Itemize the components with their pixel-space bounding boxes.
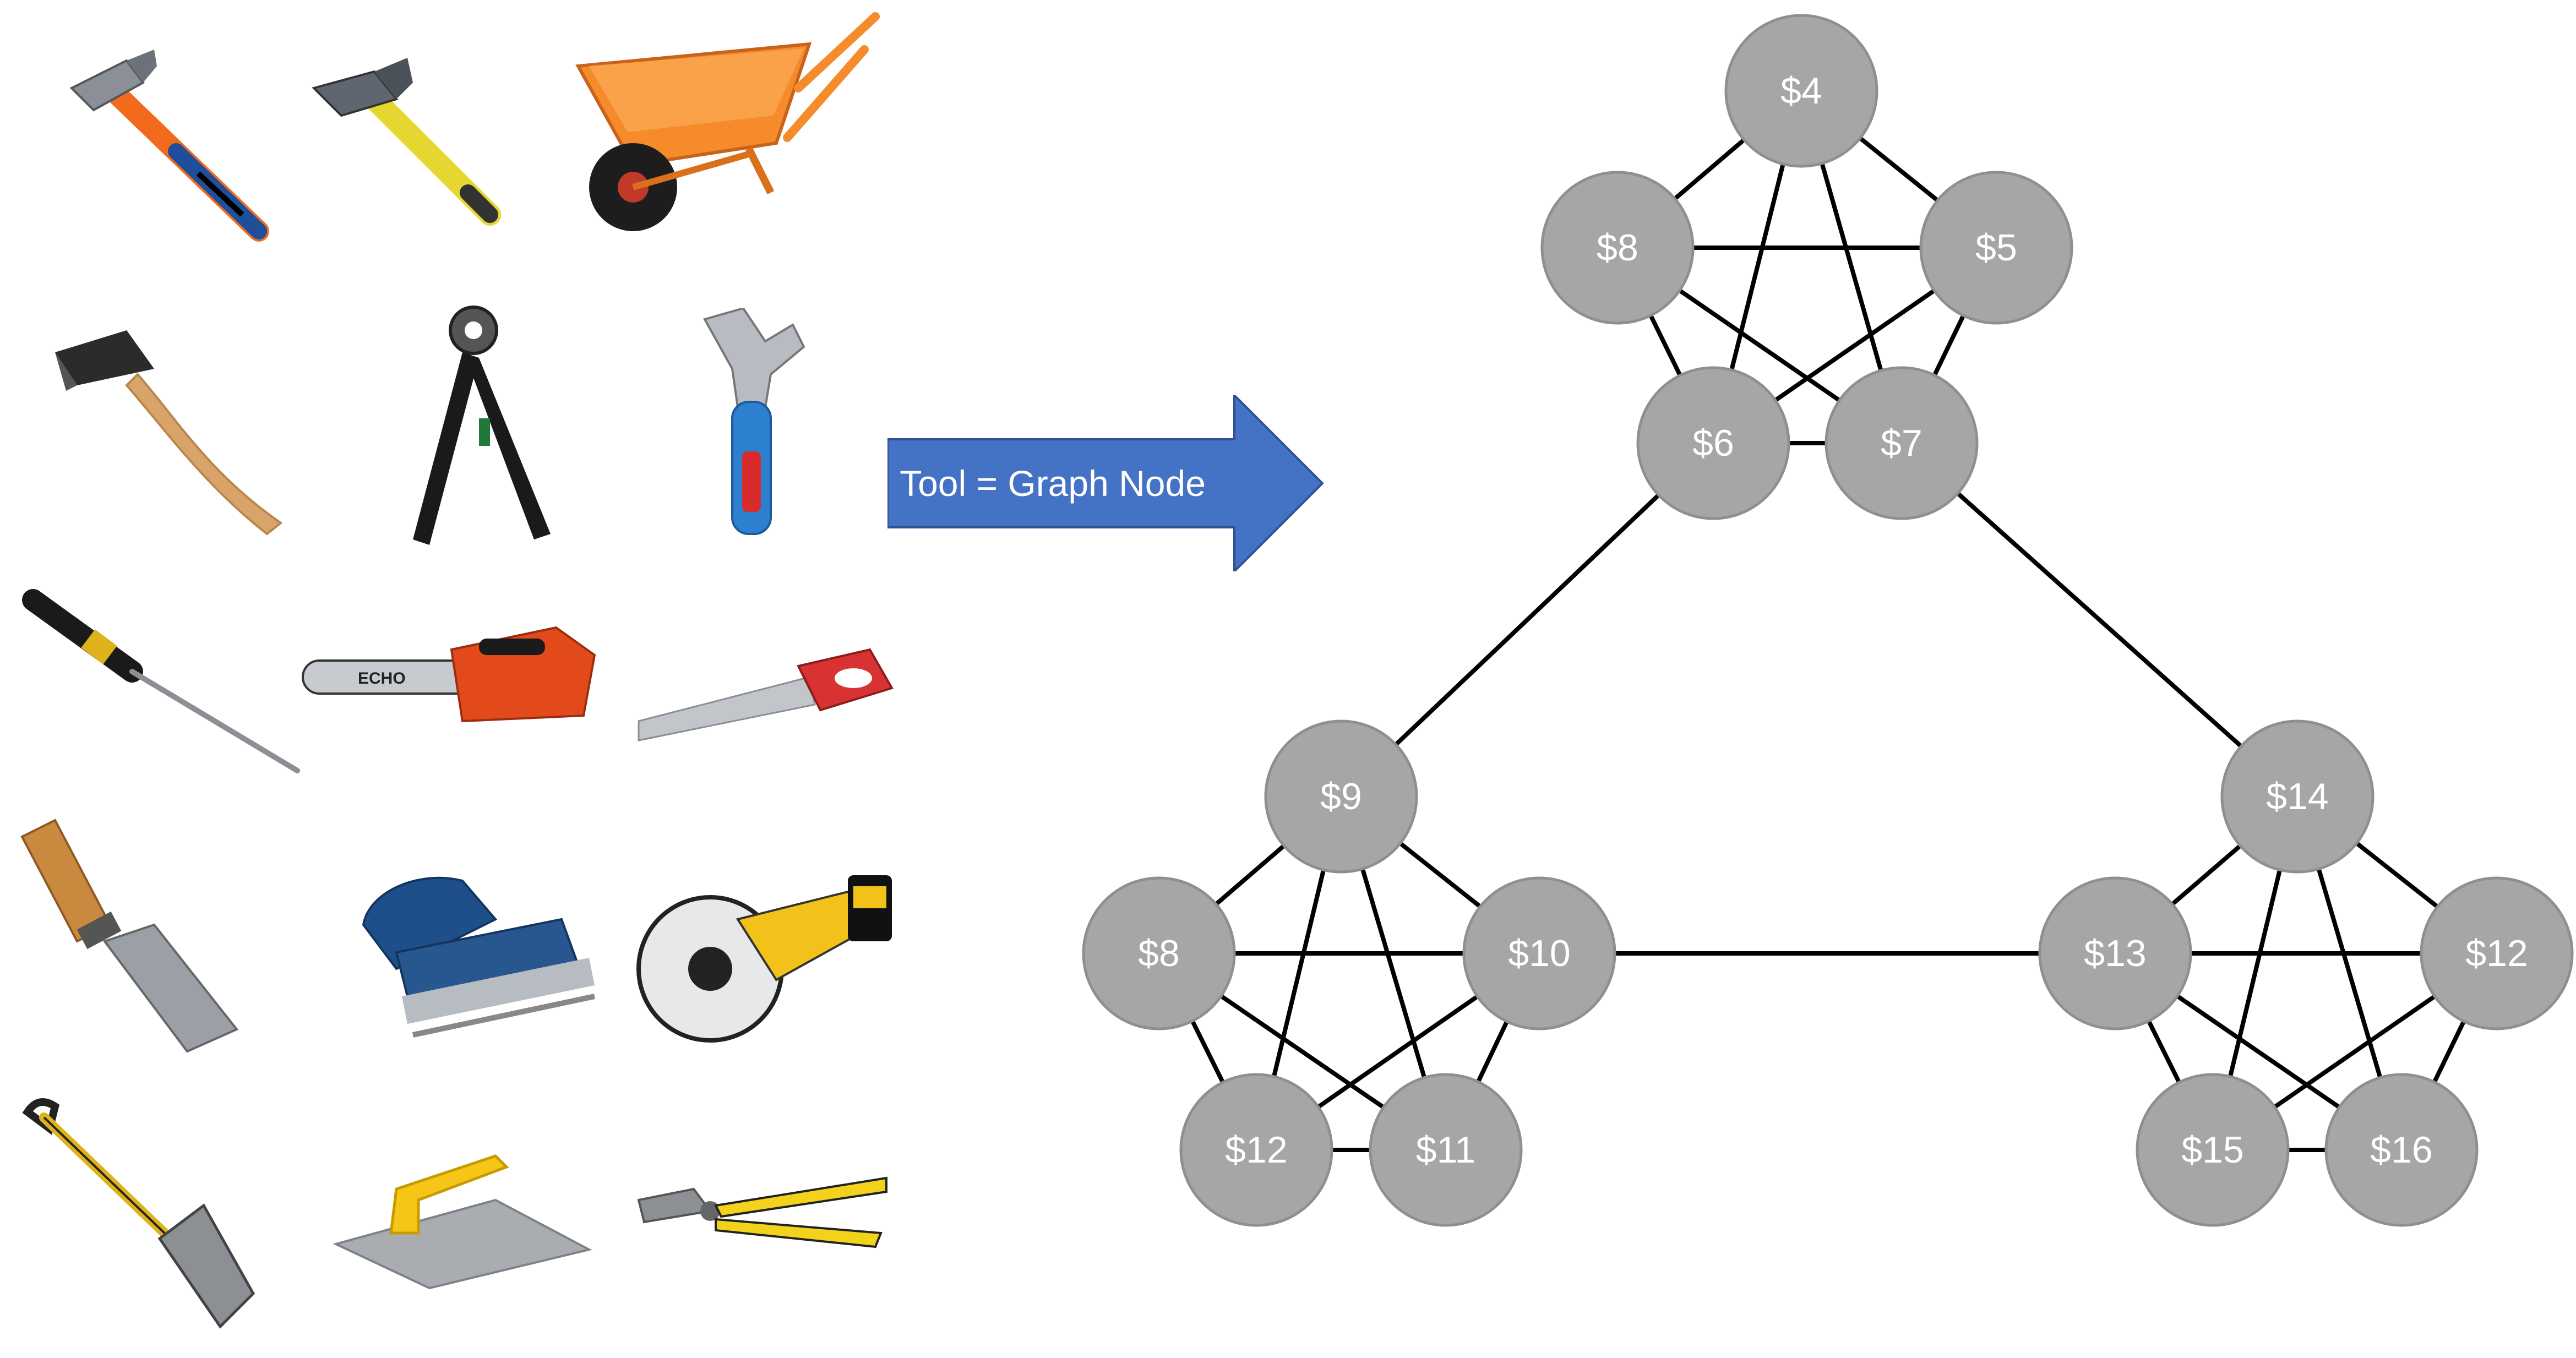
node-label: $11 [1416, 1129, 1475, 1171]
electric-planer-icon [362, 876, 596, 1038]
node-circle [1636, 366, 1790, 520]
axe-icon [55, 330, 283, 536]
node-l12: $12 [1179, 1073, 1333, 1227]
node-circle [1264, 719, 1418, 874]
node-circle [1540, 171, 1695, 325]
chisel-icon [20, 819, 239, 1053]
svg-text:ECHO: ECHO [358, 669, 406, 688]
node-t5: $5 [1919, 171, 2073, 325]
node-t4: $4 [1724, 14, 1878, 168]
node-r13: $13 [2038, 876, 2192, 1030]
node-label: $6 [1692, 422, 1734, 464]
node-l10: $10 [1462, 876, 1616, 1030]
node-label: $12 [1225, 1129, 1287, 1171]
spade-icon [22, 1098, 255, 1329]
node-label: $13 [2084, 932, 2146, 974]
node-circle [2038, 876, 2192, 1030]
node-t8: $8 [1540, 171, 1695, 325]
node-l11: $11 [1369, 1073, 1523, 1227]
arrow-shape [886, 392, 1324, 574]
node-label: $12 [2465, 932, 2528, 974]
hand-saw-icon [638, 648, 894, 741]
node-circle [2136, 1073, 2290, 1227]
node-r15: $15 [2136, 1073, 2290, 1227]
node-circle [1179, 1073, 1333, 1227]
node-circle [2420, 876, 2574, 1030]
node-label: $15 [2181, 1129, 2243, 1171]
node-label: $4 [1780, 70, 1822, 112]
circular-saw-icon [636, 875, 892, 1043]
node-circle [1919, 171, 2073, 325]
pickaxe-hammer-icon [312, 58, 501, 226]
node-circle [1724, 14, 1878, 168]
node-t7: $7 [1825, 366, 1979, 520]
node-r16: $16 [2324, 1073, 2479, 1227]
node-circle [1082, 876, 1236, 1030]
node-label: $7 [1881, 422, 1923, 464]
nodes: $4 $8 $5 $6 $7 $9 $8 $10 $12 $11 $14 $13 $12 $15 $16 [1082, 14, 2574, 1227]
node-l8: $8 [1082, 876, 1236, 1030]
hammer-icon [69, 50, 269, 242]
node-label: $16 [2370, 1129, 2432, 1171]
node-circle [1462, 876, 1616, 1030]
node-r12: $12 [2420, 876, 2574, 1030]
node-label: $5 [1975, 227, 2017, 269]
node-label: $8 [1597, 227, 1638, 269]
arrow-label: Tool = Graph Node [900, 463, 1206, 504]
screwdriver-icon [22, 589, 300, 773]
adjustable-wrench-icon [703, 308, 805, 535]
node-circle [2220, 719, 2375, 874]
chainsaw-icon: ECHO [302, 626, 596, 723]
hole-punch-pliers-icon [413, 306, 551, 545]
wheelbarrow-icon [575, 12, 880, 231]
node-circle [1825, 366, 1979, 520]
node-l9: $9 [1264, 719, 1418, 874]
node-r14: $14 [2220, 719, 2375, 874]
edges [1157, 89, 2499, 1152]
node-circle [1369, 1073, 1523, 1227]
trowel-icon [333, 1154, 592, 1290]
pliers-icon [637, 1176, 887, 1248]
node-label: $9 [1320, 776, 1362, 817]
node-label: $8 [1138, 932, 1180, 974]
node-circle [2324, 1073, 2479, 1227]
node-t6: $6 [1636, 366, 1790, 520]
node-label: $10 [1508, 932, 1570, 974]
edge-t6-l9 [1339, 441, 1715, 798]
arrow: Tool = Graph Node [886, 392, 1325, 574]
node-label: $14 [2266, 776, 2328, 817]
edge-t7-r14 [1900, 441, 2299, 798]
